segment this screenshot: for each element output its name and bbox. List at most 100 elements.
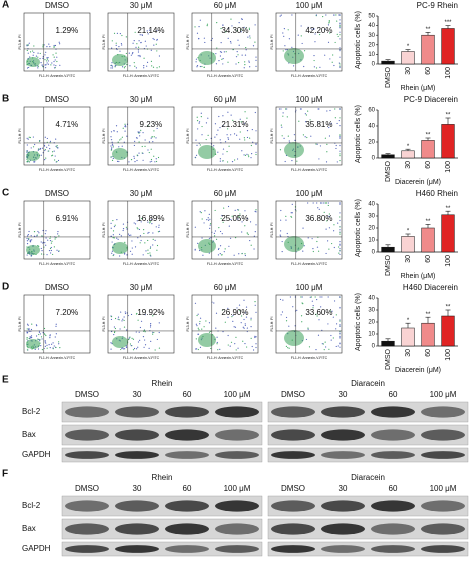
- event-dot: [216, 47, 218, 49]
- event-dot: [208, 331, 211, 333]
- event-dot: [142, 336, 145, 338]
- event-dot: [327, 296, 329, 298]
- event-dot: [147, 252, 149, 255]
- protein-band: [165, 406, 209, 418]
- event-dot: [302, 250, 304, 252]
- event-dot: [29, 241, 32, 243]
- event-dot: [153, 44, 155, 46]
- event-dot: [326, 220, 328, 222]
- cell-cluster: [284, 236, 304, 252]
- event-dot: [31, 50, 34, 52]
- event-dot: [120, 348, 122, 351]
- blot-membrane: [267, 424, 469, 446]
- event-dot: [284, 160, 286, 163]
- event-dot: [27, 44, 29, 46]
- event-dot: [112, 219, 114, 222]
- event-dot: [234, 209, 236, 211]
- event-dot: [126, 254, 128, 256]
- event-dot: [149, 221, 152, 223]
- event-dot: [158, 347, 161, 349]
- event-dot: [40, 336, 43, 338]
- event-dot: [150, 324, 152, 326]
- x-axis-label: FL1-H: Annexin-V-FITC: [39, 356, 76, 360]
- event-dot: [244, 54, 247, 56]
- event-dot: [222, 153, 224, 155]
- event-dot: [246, 136, 249, 139]
- event-dot: [26, 338, 28, 340]
- event-dot: [199, 323, 201, 325]
- event-dot: [255, 151, 257, 153]
- event-dot: [195, 348, 198, 350]
- event-dot: [54, 59, 56, 61]
- event-dot: [331, 242, 333, 245]
- event-dot: [244, 64, 246, 66]
- event-dot: [237, 215, 239, 217]
- event-dot: [52, 342, 54, 344]
- event-dot: [333, 246, 335, 249]
- event-dot: [119, 50, 121, 52]
- event-dot: [316, 121, 319, 123]
- event-dot: [339, 337, 341, 339]
- event-dot: [121, 320, 123, 322]
- event-dot: [286, 116, 288, 118]
- event-dot: [199, 65, 201, 68]
- event-dot: [207, 134, 209, 136]
- event-dot: [321, 202, 323, 204]
- event-dot: [124, 253, 126, 255]
- event-dot: [126, 135, 128, 137]
- event-dot: [222, 115, 224, 117]
- event-dot: [131, 253, 133, 255]
- event-dot: [26, 144, 28, 146]
- event-dot: [237, 54, 239, 56]
- event-dot: [325, 202, 328, 204]
- event-dot: [312, 250, 314, 253]
- event-dot: [57, 230, 59, 233]
- event-dot: [145, 45, 147, 47]
- event-dot: [140, 221, 142, 223]
- event-dot: [245, 46, 247, 49]
- lane-label: 30: [339, 484, 348, 493]
- event-dot: [307, 26, 309, 28]
- event-dot: [124, 241, 126, 243]
- protein-band: [65, 451, 109, 459]
- event-dot: [115, 44, 117, 46]
- bar: [441, 315, 455, 347]
- event-dot: [281, 135, 283, 137]
- chart-title: PC-9 Diacerein: [404, 95, 458, 104]
- cell-cluster: [26, 151, 40, 161]
- event-dot: [249, 37, 251, 39]
- event-dot: [150, 340, 152, 342]
- event-dot: [299, 108, 302, 110]
- event-dot: [121, 145, 123, 147]
- event-dot: [30, 147, 32, 149]
- event-dot: [126, 329, 128, 331]
- event-dot: [236, 158, 239, 160]
- event-dot: [307, 202, 309, 204]
- significance: **: [446, 206, 451, 212]
- event-dot: [28, 66, 30, 69]
- significance: **: [426, 312, 431, 318]
- event-dot: [245, 316, 248, 318]
- event-dot: [38, 338, 40, 341]
- event-dot: [152, 333, 154, 335]
- event-dot: [322, 343, 324, 345]
- event-dot: [250, 157, 252, 159]
- group-label: Diaracein: [351, 473, 385, 482]
- protein-band: [215, 523, 259, 535]
- blot-membrane: [61, 424, 263, 446]
- event-dot: [339, 144, 341, 147]
- event-dot: [236, 30, 238, 32]
- event-dot: [216, 341, 218, 344]
- event-dot: [222, 309, 224, 311]
- event-dot: [254, 304, 256, 306]
- event-dot: [194, 226, 196, 228]
- panel-letter: D: [2, 282, 9, 293]
- event-dot: [287, 347, 289, 349]
- event-dot: [113, 326, 116, 328]
- event-dot: [147, 33, 149, 35]
- event-dot: [339, 34, 341, 36]
- event-dot: [332, 337, 334, 339]
- event-dot: [315, 67, 318, 69]
- event-dot: [254, 301, 256, 303]
- event-dot: [210, 39, 212, 41]
